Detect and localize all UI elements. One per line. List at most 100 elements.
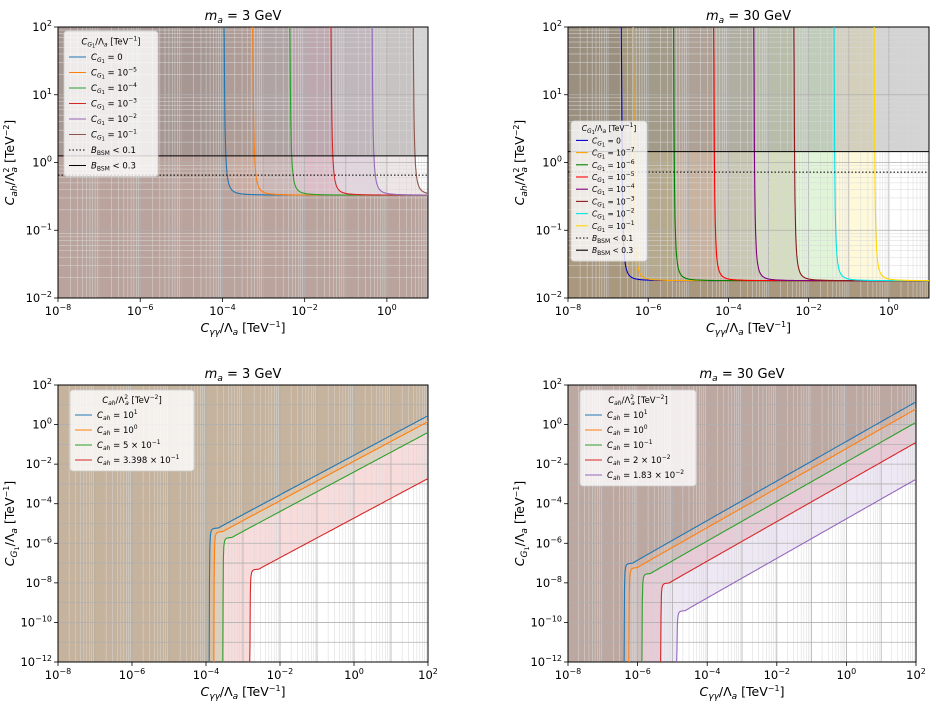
tick-exponent: −8	[59, 303, 71, 312]
tick-base: 10	[795, 304, 810, 318]
entry-sub: BSM	[97, 166, 110, 173]
ylabel-unit: [TeV	[2, 497, 17, 528]
ylabel-sub2: a	[520, 167, 530, 173]
legend-entry: CG1 = 10−7	[592, 147, 635, 161]
entry-sub: G	[97, 57, 102, 64]
tick-exponent: 0	[894, 303, 899, 312]
tick-exponent: 0	[392, 303, 397, 312]
entry-exp: −2	[128, 113, 137, 120]
tick-base: 10	[32, 88, 47, 102]
tick-base: 10	[291, 304, 306, 318]
entry-exp: −1	[128, 129, 137, 136]
y-tick-label: 10−1	[536, 222, 562, 237]
entry-value: < 0.3	[613, 246, 634, 255]
tick-base: 10	[906, 668, 921, 682]
entry-sub: ah	[613, 430, 621, 437]
entry-value: = 10	[623, 411, 644, 421]
y-tick-label: 10−2	[26, 456, 52, 471]
leg-close: ]	[158, 396, 161, 406]
entry-value: = 10	[113, 426, 134, 436]
entry-sub: BSM	[97, 150, 110, 157]
tick-base: 10	[530, 615, 545, 629]
chart-title: ma = 3 GeV	[205, 367, 282, 384]
tick-exponent: −4	[550, 496, 562, 505]
entry-sub: G	[597, 201, 602, 208]
tick-exponent: −8	[569, 303, 581, 312]
xlabel-sub2: a	[738, 328, 744, 338]
tick-exponent: −1	[40, 222, 52, 231]
x-tick-label: 102	[418, 667, 438, 682]
y-tick-label: 10−4	[26, 496, 52, 511]
xlabel-exp: −1	[768, 684, 780, 693]
entry-sub: ah	[103, 445, 111, 452]
tick-exponent: 2	[557, 377, 562, 386]
ylabel-lambda: /Λ	[512, 172, 527, 185]
series-line	[628, 408, 916, 662]
entry-symbol: C	[592, 197, 598, 206]
ylabel-unit: [TeV	[2, 136, 17, 167]
tick-base: 10	[26, 536, 41, 550]
xlabel-lambda: /Λ	[725, 320, 738, 335]
tick-exponent: −2	[40, 290, 52, 299]
y-tick-label: 102	[542, 377, 562, 392]
tick-exponent: −2	[306, 303, 318, 312]
y-tick-label: 102	[542, 19, 562, 34]
tick-exponent: −4	[730, 303, 742, 312]
entry-value: < 0.1	[613, 234, 634, 243]
legend-entry: CG1 = 10−2	[592, 208, 635, 222]
tick-exponent: −2	[810, 303, 822, 312]
tick-base: 10	[555, 304, 570, 318]
tick-exponent: 0	[359, 667, 364, 676]
tick-base: 10	[20, 615, 35, 629]
entry-value: = 10	[607, 149, 625, 158]
leg-a: a	[104, 42, 108, 49]
x-tick-label: 10−8	[45, 667, 71, 682]
entry-sub: G	[597, 214, 602, 221]
tick-exponent: −6	[550, 535, 562, 544]
entry-exp: −4	[626, 183, 635, 190]
xlabel-lambda: /Λ	[220, 320, 233, 335]
entry-symbol: C	[97, 456, 103, 466]
legend-entry: CG1 = 10−6	[592, 159, 635, 173]
y-tick-label: 101	[32, 87, 52, 102]
tick-base: 10	[119, 668, 134, 682]
legend-title: CG1/Λa [TeV−1]	[582, 122, 637, 136]
chart-title: ma = 3 GeV	[205, 9, 282, 26]
leg-unit: [TeV	[635, 396, 656, 406]
x-axis-label: Cγγ/Λa [TeV−1]	[201, 684, 286, 702]
tick-base: 10	[555, 668, 570, 682]
leg-close: ]	[664, 396, 667, 406]
tick-base: 10	[542, 418, 557, 432]
entry-value: = 10	[607, 197, 625, 206]
entry-symbol: C	[607, 471, 613, 481]
legend-entry: Cah = 3.398 × 10−1	[97, 454, 180, 467]
ylabel-exp: −2	[2, 125, 11, 137]
leg-lambda: /Λ	[595, 124, 604, 133]
entry-sub: ah	[613, 415, 621, 422]
series-line	[873, 27, 929, 282]
tick-base: 10	[536, 497, 551, 511]
legend-entry: CG1 = 0	[592, 136, 621, 148]
legend-title: CG1/Λa [TeV−1]	[81, 36, 140, 50]
series-lines	[208, 415, 428, 662]
grid	[567, 384, 917, 663]
series-lines	[58, 27, 428, 196]
legend-box	[570, 120, 648, 262]
entry-sub: BSM	[597, 250, 610, 257]
tick-base: 10	[26, 291, 41, 305]
entry-value: = 3.398 × 10	[113, 456, 171, 466]
tick-base: 10	[635, 304, 650, 318]
tick-base: 10	[26, 497, 41, 511]
entry-exp: −6	[626, 159, 635, 166]
y-tick-label: 102	[32, 377, 52, 392]
entry-symbol: C	[91, 131, 97, 141]
title-rest: = 30 GeV	[724, 9, 791, 24]
entry-sub1: 1	[102, 137, 105, 143]
entry-exp: −1	[626, 220, 635, 227]
tick-base: 10	[26, 576, 41, 590]
entry-exp: −7	[626, 147, 635, 154]
tick-base: 10	[26, 223, 41, 237]
entry-exp: −2	[662, 454, 671, 461]
ylabel-sup: 2	[2, 167, 11, 172]
y-tick-label: 100	[32, 417, 52, 432]
